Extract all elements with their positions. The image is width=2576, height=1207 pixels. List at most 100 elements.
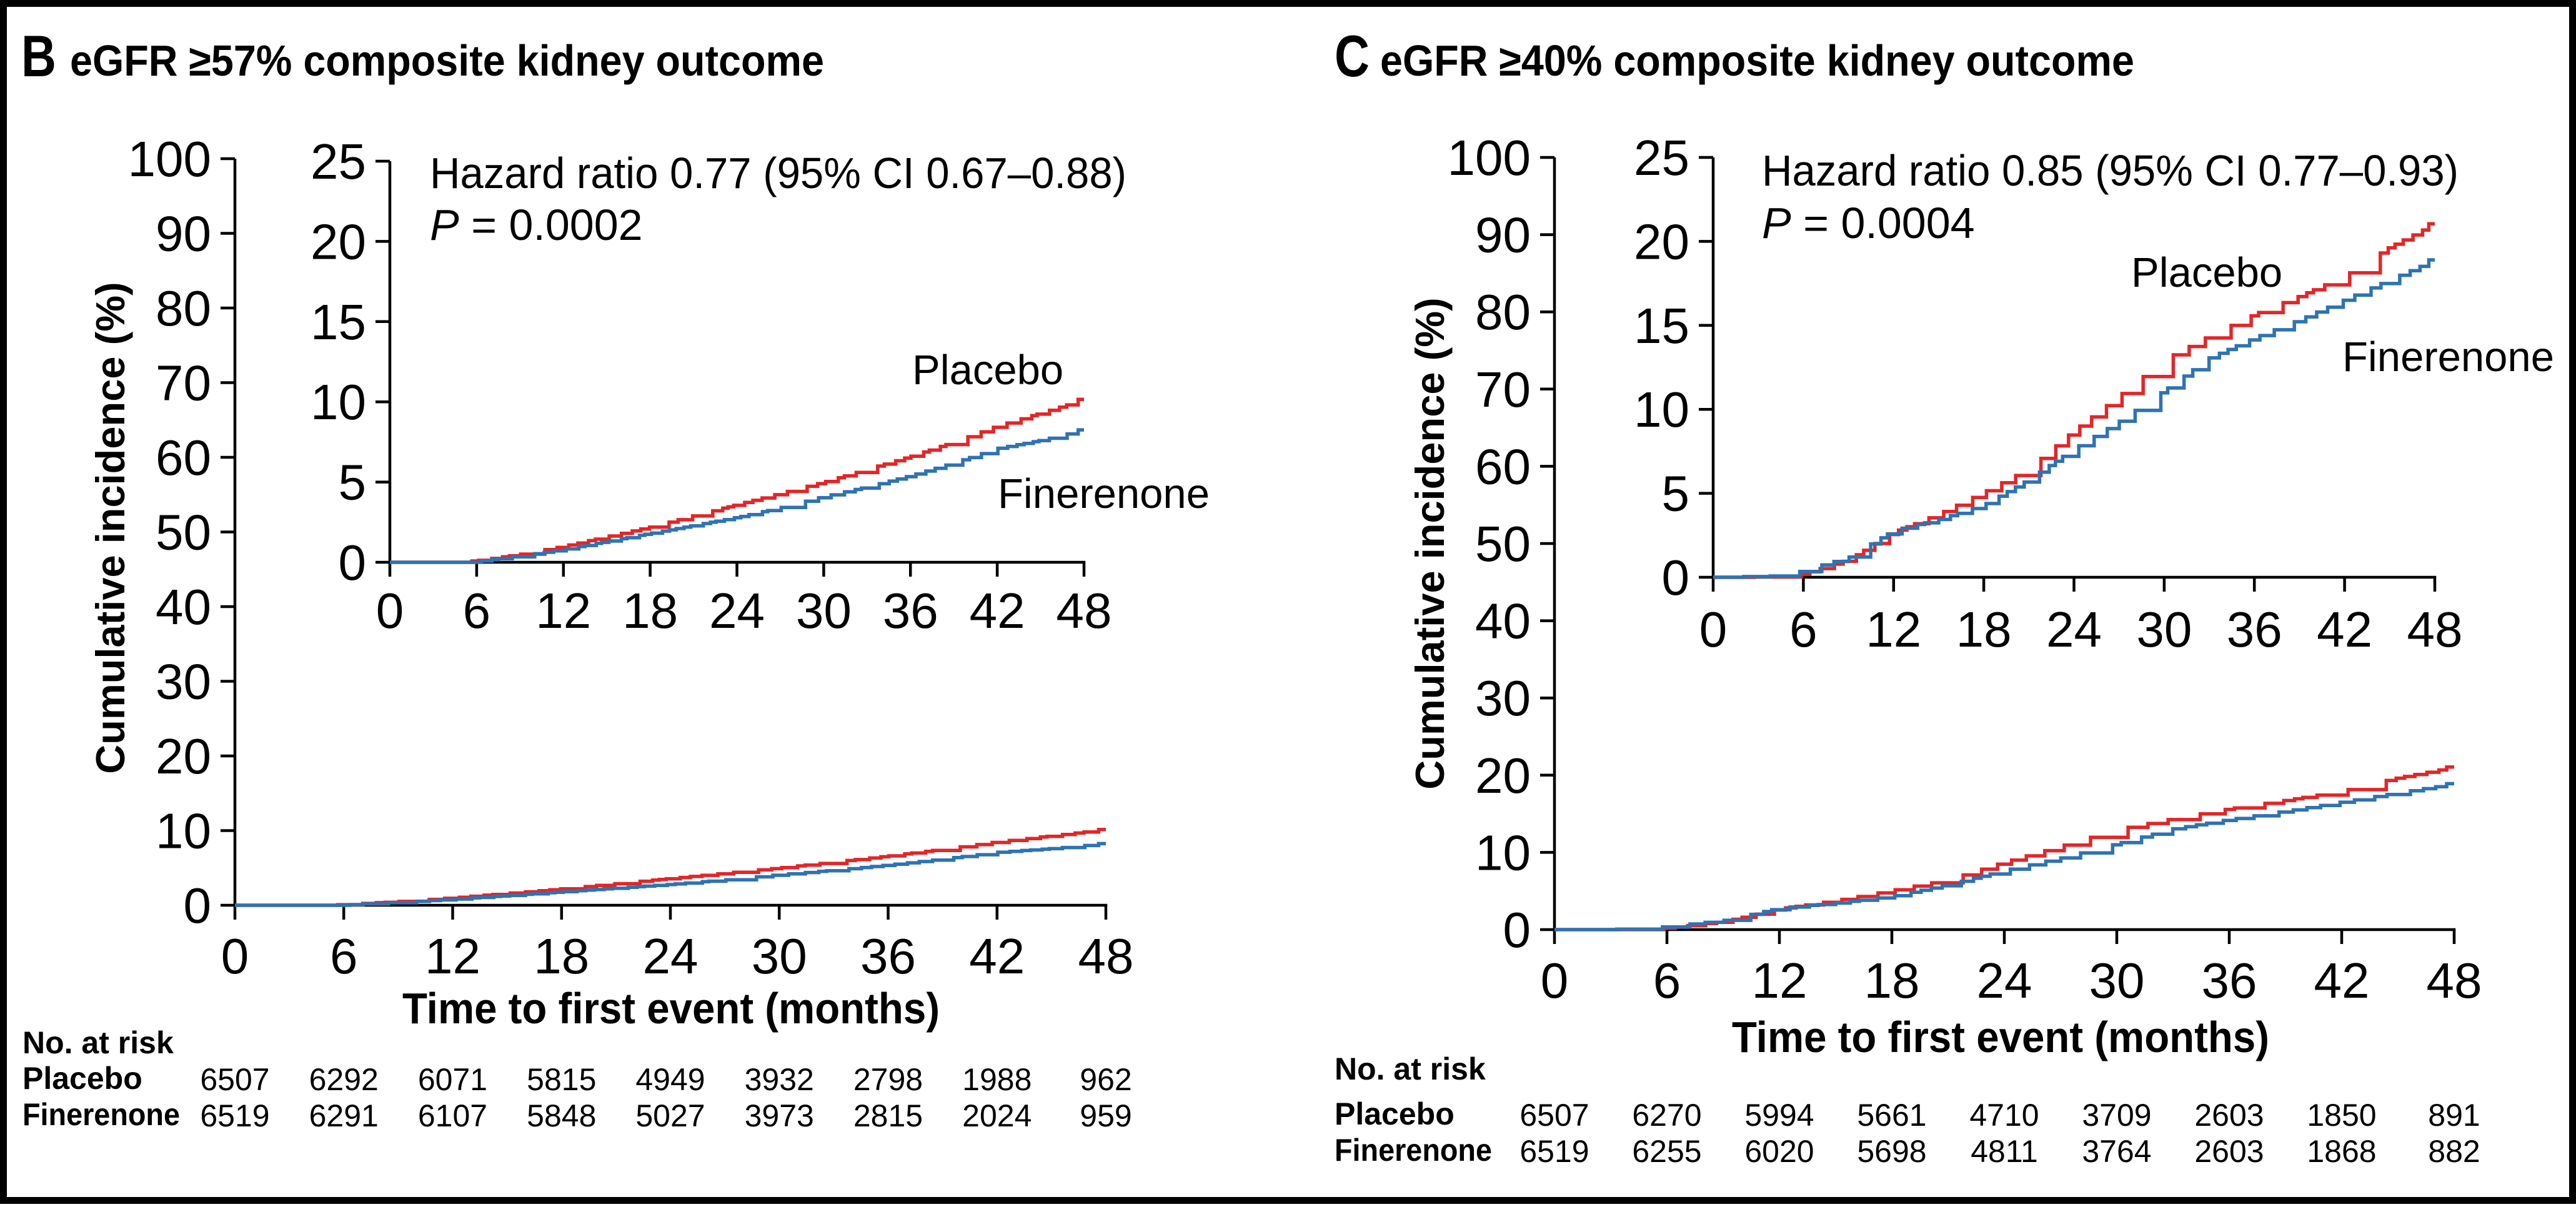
svg-text:6292: 6292 [309,1062,379,1097]
svg-text:20: 20 [1634,214,1689,269]
svg-text:30: 30 [156,654,211,710]
svg-text:18: 18 [622,583,678,638]
svg-text:48: 48 [1057,583,1112,638]
svg-text:12: 12 [1752,953,1808,1008]
svg-text:48: 48 [2427,953,2482,1008]
svg-text:0: 0 [1541,953,1569,1008]
svg-text:42: 42 [2317,602,2372,657]
svg-text:20: 20 [1475,748,1531,803]
svg-text:1868: 1868 [2307,1134,2376,1169]
svg-text:6071: 6071 [418,1062,487,1097]
svg-text:90: 90 [1475,207,1531,263]
svg-text:Placebo: Placebo [22,1061,142,1096]
svg-text:6: 6 [1789,602,1818,657]
svg-text:No. at risk: No. at risk [22,1025,174,1060]
svg-text:25: 25 [1634,130,1689,186]
svg-text:18: 18 [1864,953,1920,1008]
svg-text:60: 60 [1475,439,1531,494]
svg-text:10: 10 [311,374,366,430]
svg-text:6020: 6020 [1744,1134,1814,1169]
svg-text:C: C [1335,23,1370,89]
svg-text:Placebo: Placebo [912,347,1063,394]
svg-text:Finerenone: Finerenone [998,470,1210,517]
svg-text:Cumulative incidence (%): Cumulative incidence (%) [1407,297,1453,789]
svg-text:2603: 2603 [2194,1098,2264,1133]
svg-text:50: 50 [1475,516,1531,572]
svg-text:12: 12 [1866,602,1921,657]
svg-text:6291: 6291 [309,1098,379,1133]
svg-text:30: 30 [2089,953,2145,1008]
svg-text:5027: 5027 [635,1098,705,1133]
svg-text:Cumulative incidence (%): Cumulative incidence (%) [87,282,133,773]
svg-text:6507: 6507 [200,1062,269,1097]
svg-text:18: 18 [1956,602,2012,657]
svg-text:30: 30 [796,583,852,638]
svg-text:891: 891 [2428,1098,2480,1133]
svg-text:36: 36 [2202,953,2257,1008]
svg-text:100: 100 [1448,130,1531,186]
svg-text:eGFR ≥40% composite kidney out: eGFR ≥40% composite kidney outcome [1380,36,2134,85]
svg-text:P = 0.0004: P = 0.0004 [1762,199,1975,247]
svg-text:0: 0 [184,878,212,933]
svg-text:12: 12 [425,928,480,984]
svg-text:5: 5 [1662,466,1690,522]
svg-text:6: 6 [463,583,491,638]
svg-text:959: 959 [1080,1098,1131,1133]
svg-text:20: 20 [156,728,211,784]
svg-text:70: 70 [156,355,211,411]
svg-text:10: 10 [1634,382,1689,437]
svg-text:80: 80 [156,281,211,336]
svg-text:3764: 3764 [2082,1134,2151,1169]
svg-text:Placebo: Placebo [2131,249,2282,296]
svg-text:36: 36 [883,583,938,638]
svg-text:24: 24 [709,583,765,638]
svg-text:42: 42 [2314,953,2370,1008]
svg-text:60: 60 [156,430,211,485]
svg-text:Placebo: Placebo [1335,1096,1455,1131]
svg-text:6519: 6519 [1519,1134,1589,1169]
svg-text:Finerenone: Finerenone [1335,1133,1492,1168]
svg-text:Finerenone: Finerenone [22,1097,180,1132]
svg-text:5994: 5994 [1744,1098,1814,1133]
svg-text:No. at risk: No. at risk [1335,1051,1486,1086]
svg-text:6: 6 [1653,953,1681,1008]
svg-text:Hazard ratio 0.85 (95% CI 0.77: Hazard ratio 0.85 (95% CI 0.77–0.93) [1762,146,2459,195]
svg-text:2603: 2603 [2194,1134,2264,1169]
svg-text:0: 0 [1699,602,1728,657]
svg-text:962: 962 [1080,1062,1131,1097]
svg-text:100: 100 [128,131,211,187]
svg-text:4811: 4811 [1971,1134,2038,1169]
svg-text:4710: 4710 [1969,1098,2039,1133]
svg-text:5: 5 [339,455,367,510]
svg-text:5661: 5661 [1857,1098,1926,1133]
svg-text:30: 30 [1475,670,1531,726]
svg-text:6519: 6519 [200,1098,269,1133]
svg-text:90: 90 [156,206,211,262]
svg-text:3973: 3973 [745,1098,814,1133]
svg-text:15: 15 [1634,298,1689,354]
svg-text:30: 30 [752,928,807,984]
svg-text:42: 42 [970,583,1025,638]
svg-text:42: 42 [969,928,1025,984]
svg-text:Time to first event (months): Time to first event (months) [1732,1013,2269,1061]
svg-text:20: 20 [311,214,366,269]
svg-text:0: 0 [339,535,367,590]
svg-text:24: 24 [1977,953,2032,1008]
svg-text:24: 24 [643,928,699,984]
svg-text:48: 48 [1078,928,1134,984]
svg-text:1988: 1988 [962,1062,1032,1097]
svg-text:36: 36 [860,928,916,984]
svg-text:6: 6 [330,928,358,984]
svg-text:6107: 6107 [418,1098,487,1133]
svg-text:4949: 4949 [635,1062,705,1097]
svg-text:25: 25 [311,134,366,189]
svg-text:40: 40 [156,579,211,635]
svg-text:6270: 6270 [1632,1098,1701,1133]
svg-text:2798: 2798 [853,1062,923,1097]
svg-text:5815: 5815 [527,1062,596,1097]
svg-text:48: 48 [2407,602,2463,657]
svg-text:3932: 3932 [745,1062,814,1097]
svg-text:B: B [21,23,56,89]
svg-text:0: 0 [1503,902,1531,958]
svg-text:882: 882 [2428,1134,2480,1169]
